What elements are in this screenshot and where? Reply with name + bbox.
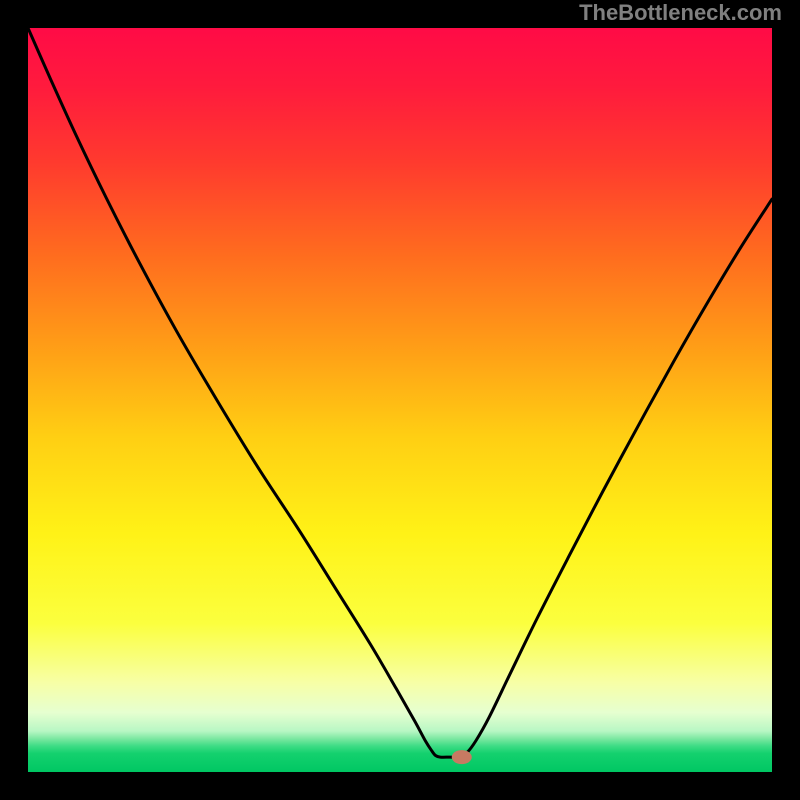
gradient-panel	[28, 28, 772, 772]
optimal-point-marker	[452, 750, 472, 764]
bottleneck-chart	[0, 0, 800, 800]
watermark-text: TheBottleneck.com	[579, 0, 782, 26]
chart-stage: TheBottleneck.com	[0, 0, 800, 800]
